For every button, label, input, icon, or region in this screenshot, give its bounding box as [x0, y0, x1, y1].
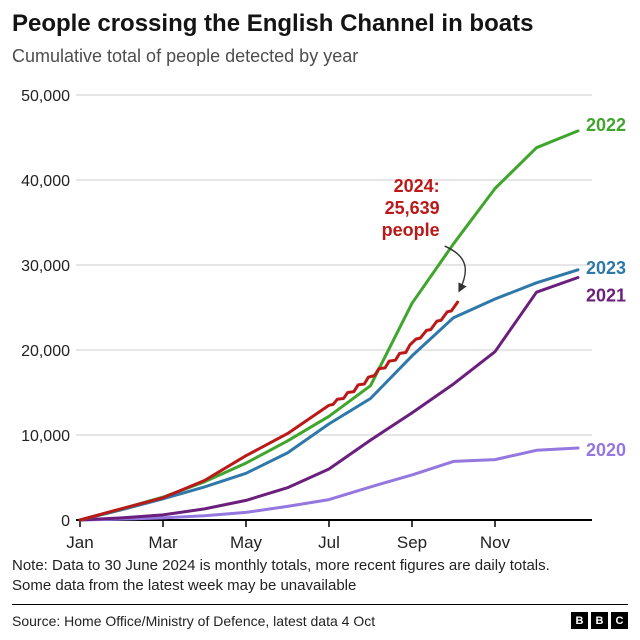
svg-text:Sep: Sep — [397, 533, 427, 552]
bbc-logo-letter: C — [611, 612, 628, 629]
note-line-1: Note: Data to 30 June 2024 is monthly to… — [12, 557, 550, 574]
svg-text:2024:: 2024: — [394, 176, 440, 196]
svg-text:2023: 2023 — [586, 258, 626, 278]
svg-text:0: 0 — [61, 513, 70, 530]
note-line-2: Some data from the latest week may be un… — [12, 577, 357, 594]
svg-text:2021: 2021 — [586, 286, 626, 306]
svg-text:40,000: 40,000 — [21, 173, 70, 190]
svg-text:Nov: Nov — [480, 533, 511, 552]
svg-text:2020: 2020 — [586, 440, 626, 460]
svg-text:Jul: Jul — [318, 533, 340, 552]
svg-text:25,639: 25,639 — [385, 198, 440, 218]
svg-text:20,000: 20,000 — [21, 343, 70, 360]
svg-text:Mar: Mar — [148, 533, 178, 552]
bbc-logo-letter: B — [591, 612, 608, 629]
chart-subtitle: Cumulative total of people detected by y… — [12, 46, 359, 66]
svg-text:2022: 2022 — [586, 115, 626, 135]
page-title: People crossing the English Channel in b… — [12, 10, 534, 37]
svg-text:Jan: Jan — [66, 533, 93, 552]
bbc-logo-letter: B — [571, 612, 588, 629]
svg-text:May: May — [230, 533, 263, 552]
footer: Source: Home Office/Ministry of Defence,… — [12, 604, 628, 629]
source-text: Source: Home Office/Ministry of Defence,… — [12, 612, 376, 629]
svg-text:10,000: 10,000 — [21, 428, 70, 445]
svg-text:30,000: 30,000 — [21, 258, 70, 275]
channel-chart: 0 10,000 20,000 30,000 40,000 50,000 Jan Mar May… — [21, 88, 626, 552]
svg-text:people: people — [382, 220, 440, 240]
svg-text:50,000: 50,000 — [21, 88, 70, 105]
chart-header: People crossing the English Channel in b… — [0, 0, 640, 68]
bbc-logo-icon: B B C — [571, 612, 628, 629]
chart-note: Note: Data to 30 June 2024 is monthly to… — [0, 556, 640, 596]
